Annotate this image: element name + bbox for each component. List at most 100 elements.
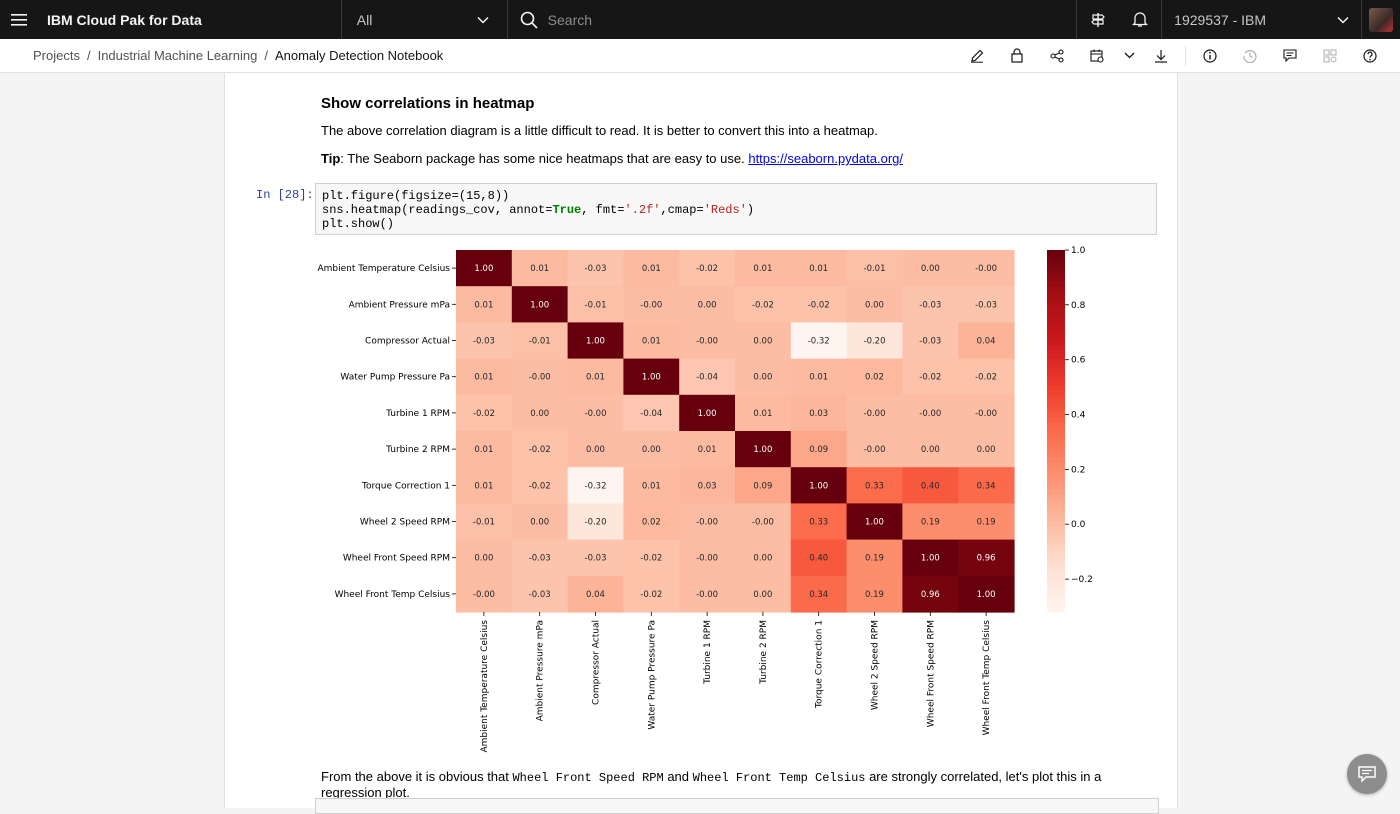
colorbar-segment (1047, 304, 1065, 310)
colorbar-segment (1047, 403, 1065, 409)
edit-button[interactable] (957, 39, 997, 73)
colorbar-segment (1047, 498, 1065, 505)
heatmap-cell (790, 539, 848, 577)
breadcrumb-project[interactable]: Industrial Machine Learning (97, 48, 258, 63)
breadcrumb-projects[interactable]: Projects (33, 48, 80, 63)
heatmap-cell (902, 503, 959, 541)
colorbar-segment (1047, 412, 1065, 419)
cell-annotation: 0.33 (809, 518, 828, 528)
schedule-job-button[interactable] (1077, 39, 1117, 73)
notebook-area: Show correlations in heatmap The above c… (224, 73, 1178, 814)
cell-annotation: 0.09 (809, 445, 828, 455)
grid-settings-icon (1323, 49, 1337, 62)
heatmap-cell (511, 394, 569, 432)
version-history-button[interactable] (1230, 39, 1270, 73)
colorbar-segment (1047, 313, 1065, 319)
hamburger-icon (11, 13, 28, 26)
heatmap-cell (846, 322, 903, 360)
heatmap-cell (958, 503, 1015, 541)
y-tick-label: Wheel Front Temp Celsius (335, 590, 451, 600)
cell-annotation: 0.01 (474, 300, 493, 310)
correlation-heatmap: 1.00 0.01 -0.03 0.01 -0.02 0.01 0.01 -0.01 0.00 -… (317, 246, 1092, 753)
cell-annotation: 1.00 (865, 518, 884, 528)
tip-paragraph: Tip: The Seaborn package has some nice h… (321, 151, 1151, 166)
chat-button[interactable] (1347, 754, 1387, 794)
heatmap-cell (511, 286, 569, 323)
colorbar-segment (1047, 458, 1065, 464)
seaborn-link[interactable]: https://seaborn.pydata.org/ (748, 151, 903, 166)
colorbar-segment (1047, 349, 1065, 355)
comments-button[interactable] (1270, 39, 1310, 73)
heatmap-cell (623, 250, 680, 287)
colorbar-segment (1047, 548, 1065, 554)
cell-annotation: 0.00 (753, 590, 772, 600)
heatmap-cell (679, 431, 736, 468)
code-token: ) (746, 203, 755, 217)
heatmap-cell (735, 575, 792, 613)
lock-icon (1011, 48, 1023, 63)
menu-button[interactable] (0, 0, 39, 39)
search-input[interactable]: Search (506, 0, 1077, 39)
cell-annotation: -0.03 (529, 554, 551, 564)
schedule-dropdown-button[interactable] (1117, 39, 1141, 73)
comment-icon (1283, 49, 1297, 62)
heatmap-cell (958, 539, 1015, 577)
heatmap-cell (790, 503, 848, 541)
cell-annotation: 0.19 (977, 518, 996, 528)
cell-annotation: 0.01 (474, 445, 493, 455)
heatmap-cell (456, 575, 513, 613)
heatmap-cell (567, 431, 624, 468)
help-icon (1363, 48, 1377, 63)
cell-annotation: -0.01 (473, 518, 495, 528)
heatmap-cell (846, 250, 903, 287)
app-title[interactable]: IBM Cloud Pak for Data (46, 11, 202, 28)
x-tick-label: Turbine 1 RPM (703, 620, 713, 685)
cell-annotation: -0.00 (696, 337, 718, 347)
colorbar-segment (1047, 268, 1065, 274)
tour-button[interactable] (1076, 0, 1119, 39)
colorbar-segment (1047, 345, 1065, 351)
colorbar-segment (1047, 367, 1065, 373)
heatmap-cell (679, 539, 736, 577)
share-button[interactable] (1037, 39, 1077, 73)
bell-icon (1132, 12, 1149, 27)
cell-annotation: 0.01 (809, 373, 828, 383)
colorbar-segment (1047, 503, 1065, 509)
account-switcher[interactable]: 1929537 - IBM (1161, 0, 1361, 39)
cell-annotation: -0.32 (585, 481, 607, 491)
heatmap-cell (567, 503, 624, 541)
cell-annotation: 0.40 (809, 554, 828, 564)
y-tick-label: Wheel 2 Speed RPM (360, 518, 450, 528)
search-scope-dropdown[interactable]: All (340, 0, 507, 39)
y-tick-label: Ambient Pressure mPa (349, 300, 450, 310)
cell-annotation: 0.01 (753, 409, 772, 419)
info-button[interactable] (1190, 39, 1230, 73)
x-tick-label: Ambient Pressure mPa (536, 620, 546, 721)
cell-annotation: -0.02 (752, 300, 774, 310)
cell-annotation: 0.01 (809, 264, 828, 274)
integrations-button[interactable] (1310, 39, 1350, 73)
cell-annotation: 0.04 (586, 590, 605, 600)
help-button[interactable] (1350, 39, 1390, 73)
avatar (1369, 7, 1394, 32)
heatmap-cell (567, 286, 624, 323)
heatmap-cell (623, 322, 680, 360)
cell-annotation: -0.02 (529, 445, 551, 455)
breadcrumb: Projects / Industrial Machine Learning /… (33, 48, 957, 63)
next-code-cell[interactable] (315, 798, 1159, 814)
heatmap-cell (790, 575, 848, 613)
user-profile-button[interactable] (1361, 0, 1400, 39)
cell-annotation: 0.00 (753, 373, 772, 383)
colorbar-segment (1047, 331, 1065, 337)
cell-annotation: 0.00 (642, 445, 661, 455)
lock-button[interactable] (997, 39, 1037, 73)
x-tick-label: Wheel 2 Speed RPM (871, 620, 881, 710)
notifications-button[interactable] (1119, 0, 1161, 39)
heatmap-cell (902, 575, 959, 613)
colorbar-segment (1047, 444, 1065, 450)
colorbar-segment (1047, 417, 1065, 423)
cell-annotation: -0.03 (975, 300, 997, 310)
download-button[interactable] (1141, 39, 1181, 73)
colorbar-segment (1047, 453, 1065, 459)
code-cell[interactable]: plt.figure(figsize=(15,8)) sns.heatmap(r… (315, 183, 1157, 235)
